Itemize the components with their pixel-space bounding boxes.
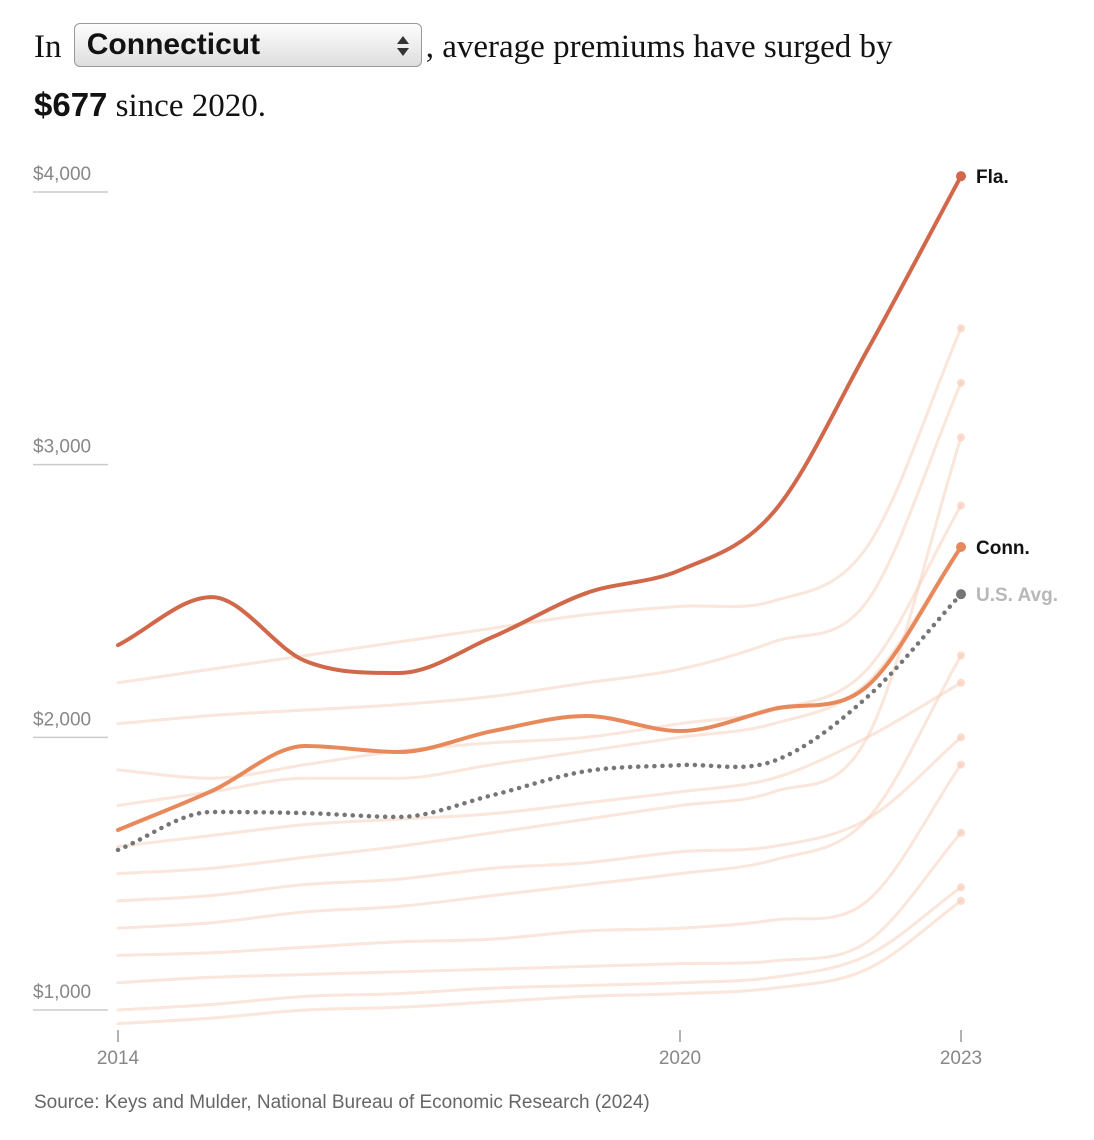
background-line [116,899,963,1026]
background-dot [957,828,965,837]
background-dot [957,433,965,442]
headline-text: , average premiums have surged by [425,29,893,65]
dropdown-arrows [396,36,409,57]
headline: In Connecticut , average premiums have s… [34,18,1074,135]
dropdown-value: Connecticut [86,28,261,62]
background-line [116,544,963,807]
background-line [116,654,963,930]
y-tick-label: $3,000 [33,437,91,458]
background-dot [957,896,965,905]
background-line [116,326,963,685]
background-line [116,763,963,957]
series-label: Fla. [976,167,1009,188]
x-tick-label: 2023 [940,1048,982,1069]
background-dot [957,883,965,892]
background-line [116,504,963,780]
background-dot [957,760,965,769]
y-tick-label: $4,000 [33,164,91,185]
headline-text: In [34,29,62,65]
series-line [115,591,964,853]
series-label: U.S. Avg. [976,585,1058,606]
end-dot [956,541,966,552]
background-line [116,885,963,1012]
source: Source: Keys and Mulder, National Bureau… [34,1092,650,1113]
background-line [116,381,963,726]
series-label: Conn. [976,538,1030,559]
headline-amount: $677 [34,86,108,123]
background-dot [957,678,965,687]
background-dot [957,324,965,333]
end-dot [956,589,966,600]
x-tick-label: 2020 [659,1048,701,1069]
x-tick-label: 2014 [97,1048,140,1069]
series-line [116,544,963,833]
background-line [116,681,963,848]
y-tick-label: $1,000 [33,982,91,1003]
end-dot [956,171,966,182]
background-dot [957,733,965,742]
background-dot [957,501,965,510]
state-dropdown[interactable]: Connecticut [73,23,422,68]
background-line [116,831,963,985]
y-tick-label: $2,000 [33,709,91,730]
background-dot [957,378,965,387]
background-dot [957,651,965,660]
background-line [116,735,963,903]
series-line [116,174,963,675]
headline-text: since 2020. [115,88,266,124]
